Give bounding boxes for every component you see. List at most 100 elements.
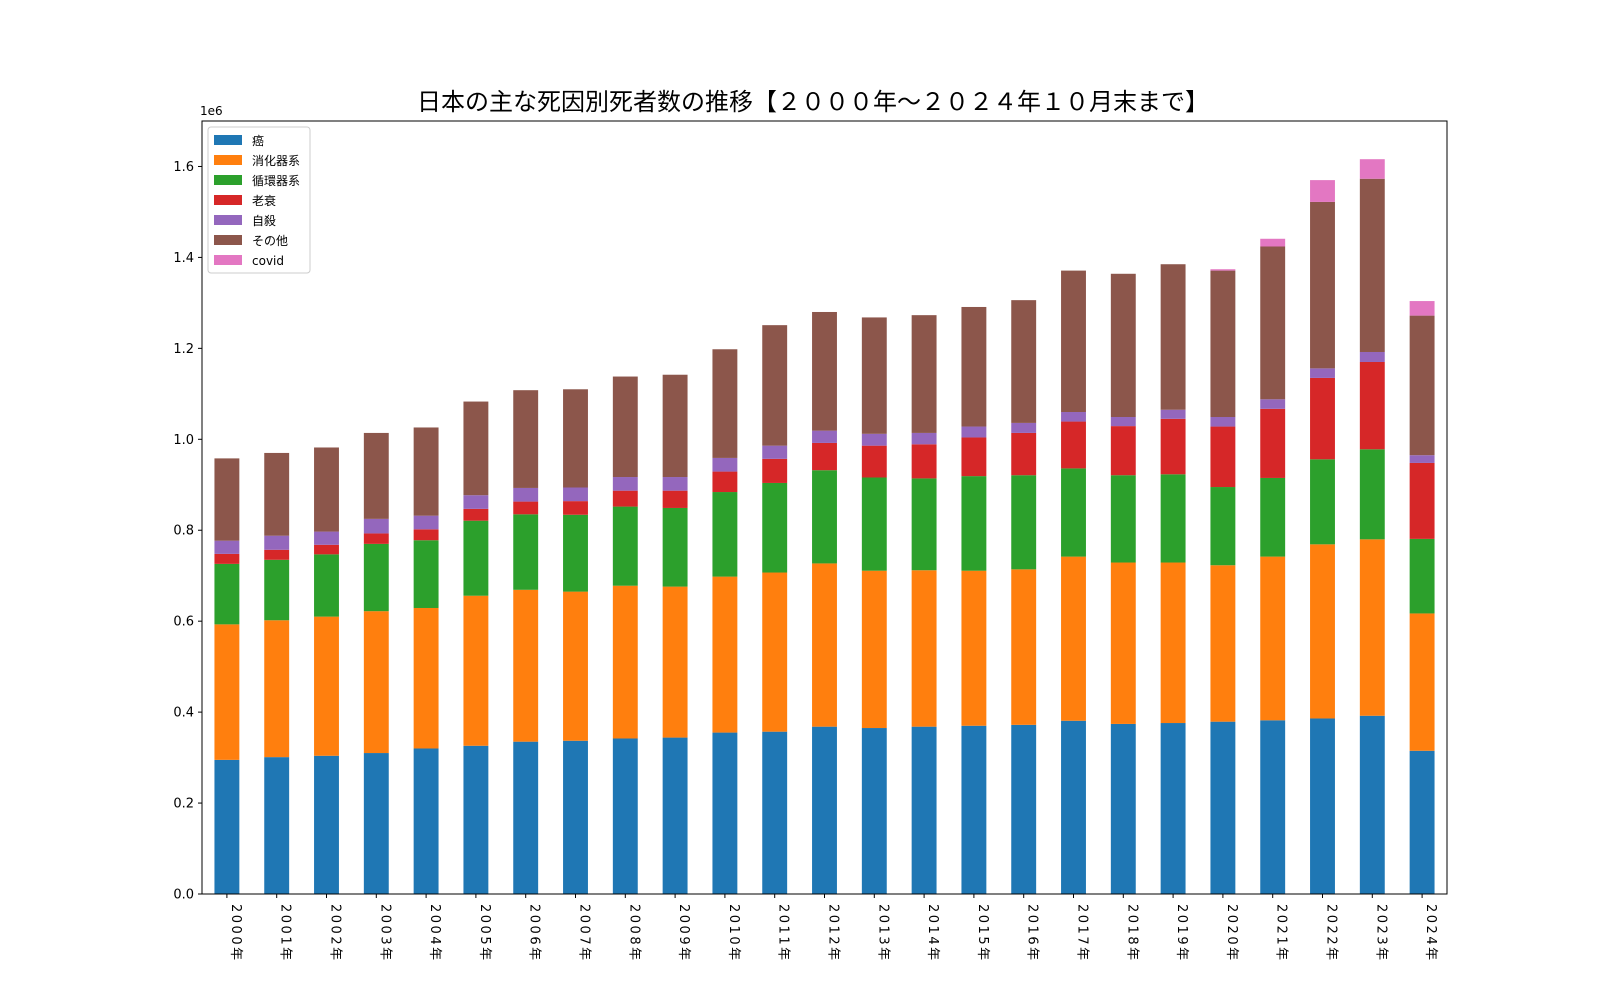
bar-segment [1110,562,1136,724]
x-tick-label: 2002年 [328,904,343,963]
legend-label: 循環器系 [252,174,300,188]
bar-segment [363,543,389,612]
bar-segment [264,452,290,536]
bar-segment [1310,201,1335,369]
bar-segment [961,476,987,571]
bar-segment [314,554,339,617]
bar-segment [513,487,539,502]
bar-segment [1160,409,1186,419]
bar-segment [1011,300,1037,423]
x-tick-label: 2021年 [1274,904,1289,963]
bar-segment [762,445,788,459]
bar-segment [762,325,788,446]
bar-segment [1409,455,1435,463]
bar-segment [264,757,290,894]
bar-segment [662,737,688,894]
bar-segment [1409,538,1435,614]
bar-segment [463,745,489,894]
bar-segment [1061,468,1086,557]
x-tick-label: 2003年 [377,904,392,963]
bar-segment [1260,556,1286,721]
bar-segment [1061,720,1086,894]
bar-segment [363,518,389,534]
bar-segment [314,616,339,756]
bar-segment [413,515,439,530]
bar-segment [1260,720,1286,894]
bar-segment [911,315,937,433]
bar-segment [413,529,439,541]
bar-segment [1160,723,1186,894]
bar-segment [662,374,688,478]
bar-segment [1409,301,1435,316]
x-tick-label: 2013年 [875,904,890,963]
y-tick-label: 1.0 [173,433,194,448]
bar-segment [612,506,638,586]
bar-segment [563,389,588,488]
x-tick-label: 2022年 [1324,904,1339,963]
bar-segment [1110,273,1136,418]
bar-segment [1110,723,1136,894]
bar-segment [1260,408,1286,478]
bar-segment [563,487,588,502]
bar-segment [463,520,489,596]
bar-segment [961,725,987,894]
bar-segment [812,311,837,431]
legend-swatch [214,255,242,265]
bar-segment [1409,613,1435,751]
bar-segment [1260,399,1286,409]
bar-segment [1160,264,1186,410]
bar-segment [214,759,240,894]
bar-segment [314,544,339,555]
bar-segment [911,570,937,727]
bar-segment [662,586,688,738]
plot-area [214,159,1435,894]
bar-segment [363,533,389,544]
bar-segment [1359,539,1385,716]
x-tick-label: 2008年 [626,904,641,963]
x-tick-label: 2012年 [826,904,841,963]
bar-segment [712,732,738,894]
bar-segment [1210,487,1236,566]
bar-segment [861,445,887,478]
bar-segment [314,755,339,894]
bar-segment [1359,715,1385,894]
bar-segment [1160,418,1186,475]
bar-segment [463,401,489,496]
bar-segment [861,433,887,446]
bar-segment [1310,544,1335,719]
bar-segment [812,442,837,471]
bar-segment [563,501,588,515]
bar-segment [612,585,638,739]
bar-segment [911,444,937,479]
y-axis-offset-label: 1e6 [200,104,223,118]
bar-segment [563,514,588,592]
x-tick-label: 2010年 [726,904,741,963]
bar-segment [264,559,290,621]
x-tick-label: 2016年 [1025,904,1040,963]
bar-segment [1260,238,1286,247]
legend-swatch [214,135,242,145]
bar-segment [1061,270,1086,413]
bar-segment [712,457,738,472]
bar-segment [513,390,539,488]
bar-segment [812,563,837,727]
bar-segment [612,738,638,894]
bar-segment [264,620,290,758]
legend-label: その他 [252,234,288,248]
x-tick-label: 2023年 [1373,904,1388,963]
legend-swatch [214,195,242,205]
bar-segment [513,589,539,742]
bar-segment [961,426,987,438]
bar-segment [1210,426,1236,488]
bar-segment [1011,475,1037,570]
legend-label: 癌 [252,133,264,148]
x-tick-label: 2024年 [1423,904,1438,963]
bar-segment [314,447,339,532]
bar-segment [762,458,788,483]
x-tick-label: 2005年 [477,904,492,963]
bar-segment [413,748,439,894]
bar-segment [662,507,688,587]
bar-segment [1359,159,1385,179]
